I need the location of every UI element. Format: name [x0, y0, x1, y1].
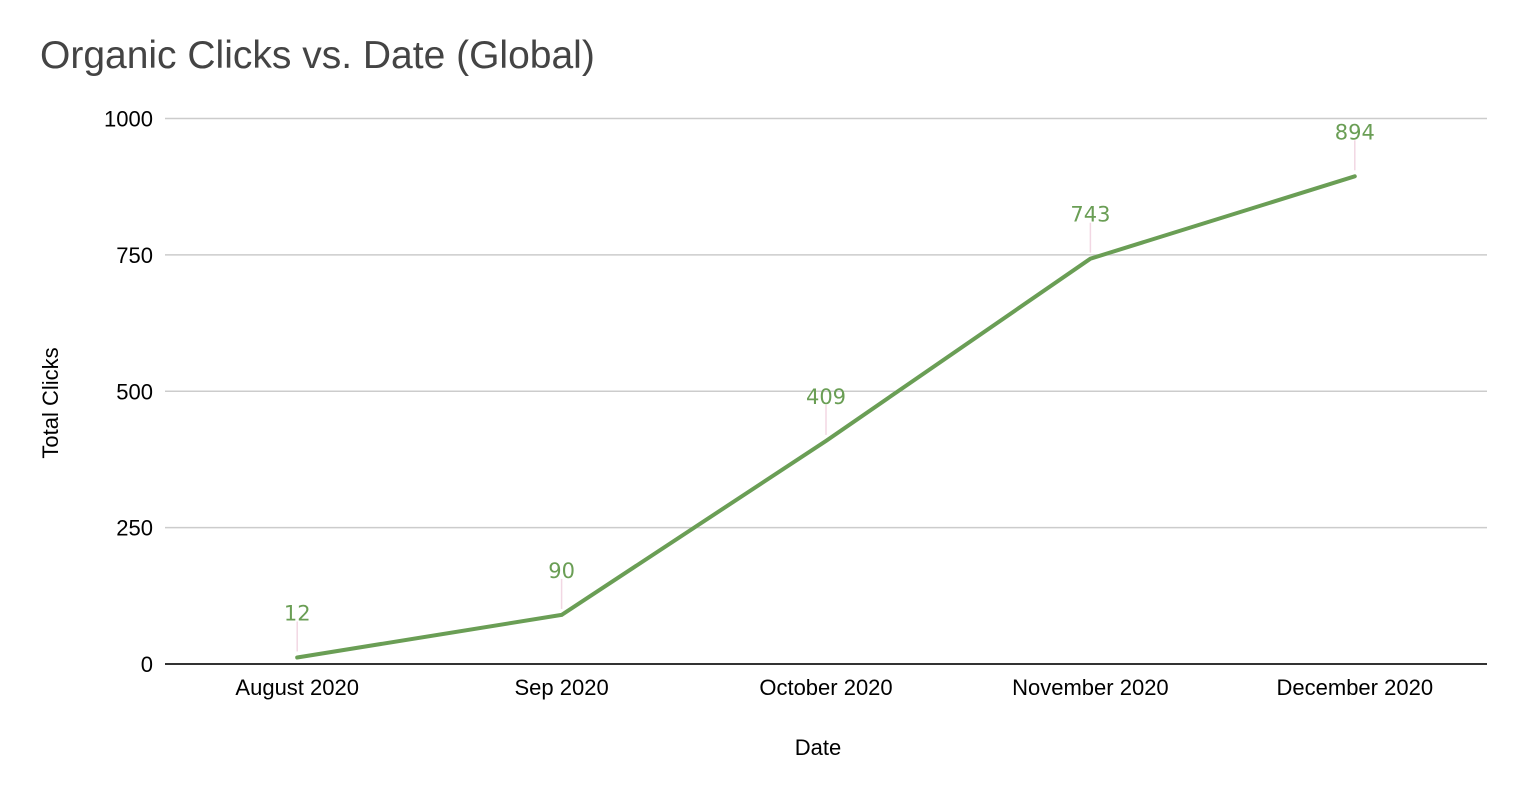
y-tick-label: 750: [116, 243, 153, 268]
data-label: 409: [806, 385, 846, 409]
y-axis-title: Total Clicks: [38, 347, 63, 458]
x-axis-title: Date: [795, 735, 841, 760]
data-label: 743: [1070, 203, 1110, 227]
y-tick-label: 250: [116, 516, 153, 541]
data-label: 894: [1335, 120, 1375, 144]
y-tick-label: 1000: [104, 107, 153, 132]
x-tick-label: October 2020: [759, 675, 892, 700]
x-tick-label: August 2020: [235, 675, 359, 700]
y-tick-label: 500: [116, 379, 153, 404]
x-tick-label: Sep 2020: [514, 675, 608, 700]
gridlines: [165, 117, 1487, 529]
x-axis-tick-labels: August 2020 Sep 2020 October 2020 November …: [235, 675, 1433, 700]
data-label: 12: [284, 601, 311, 625]
x-tick-label: November 2020: [1012, 675, 1169, 700]
data-label-leaders: [296, 140, 1356, 652]
y-tick-label: 0: [141, 652, 153, 677]
data-label: 90: [548, 559, 575, 583]
data-labels: 12 90 409 743 894: [284, 120, 1375, 625]
x-tick-label: December 2020: [1277, 675, 1434, 700]
y-axis-tick-labels: 0 250 500 750 1000: [104, 107, 153, 678]
chart-title: Organic Clicks vs. Date (Global): [40, 34, 595, 77]
series-line: [295, 174, 1357, 660]
